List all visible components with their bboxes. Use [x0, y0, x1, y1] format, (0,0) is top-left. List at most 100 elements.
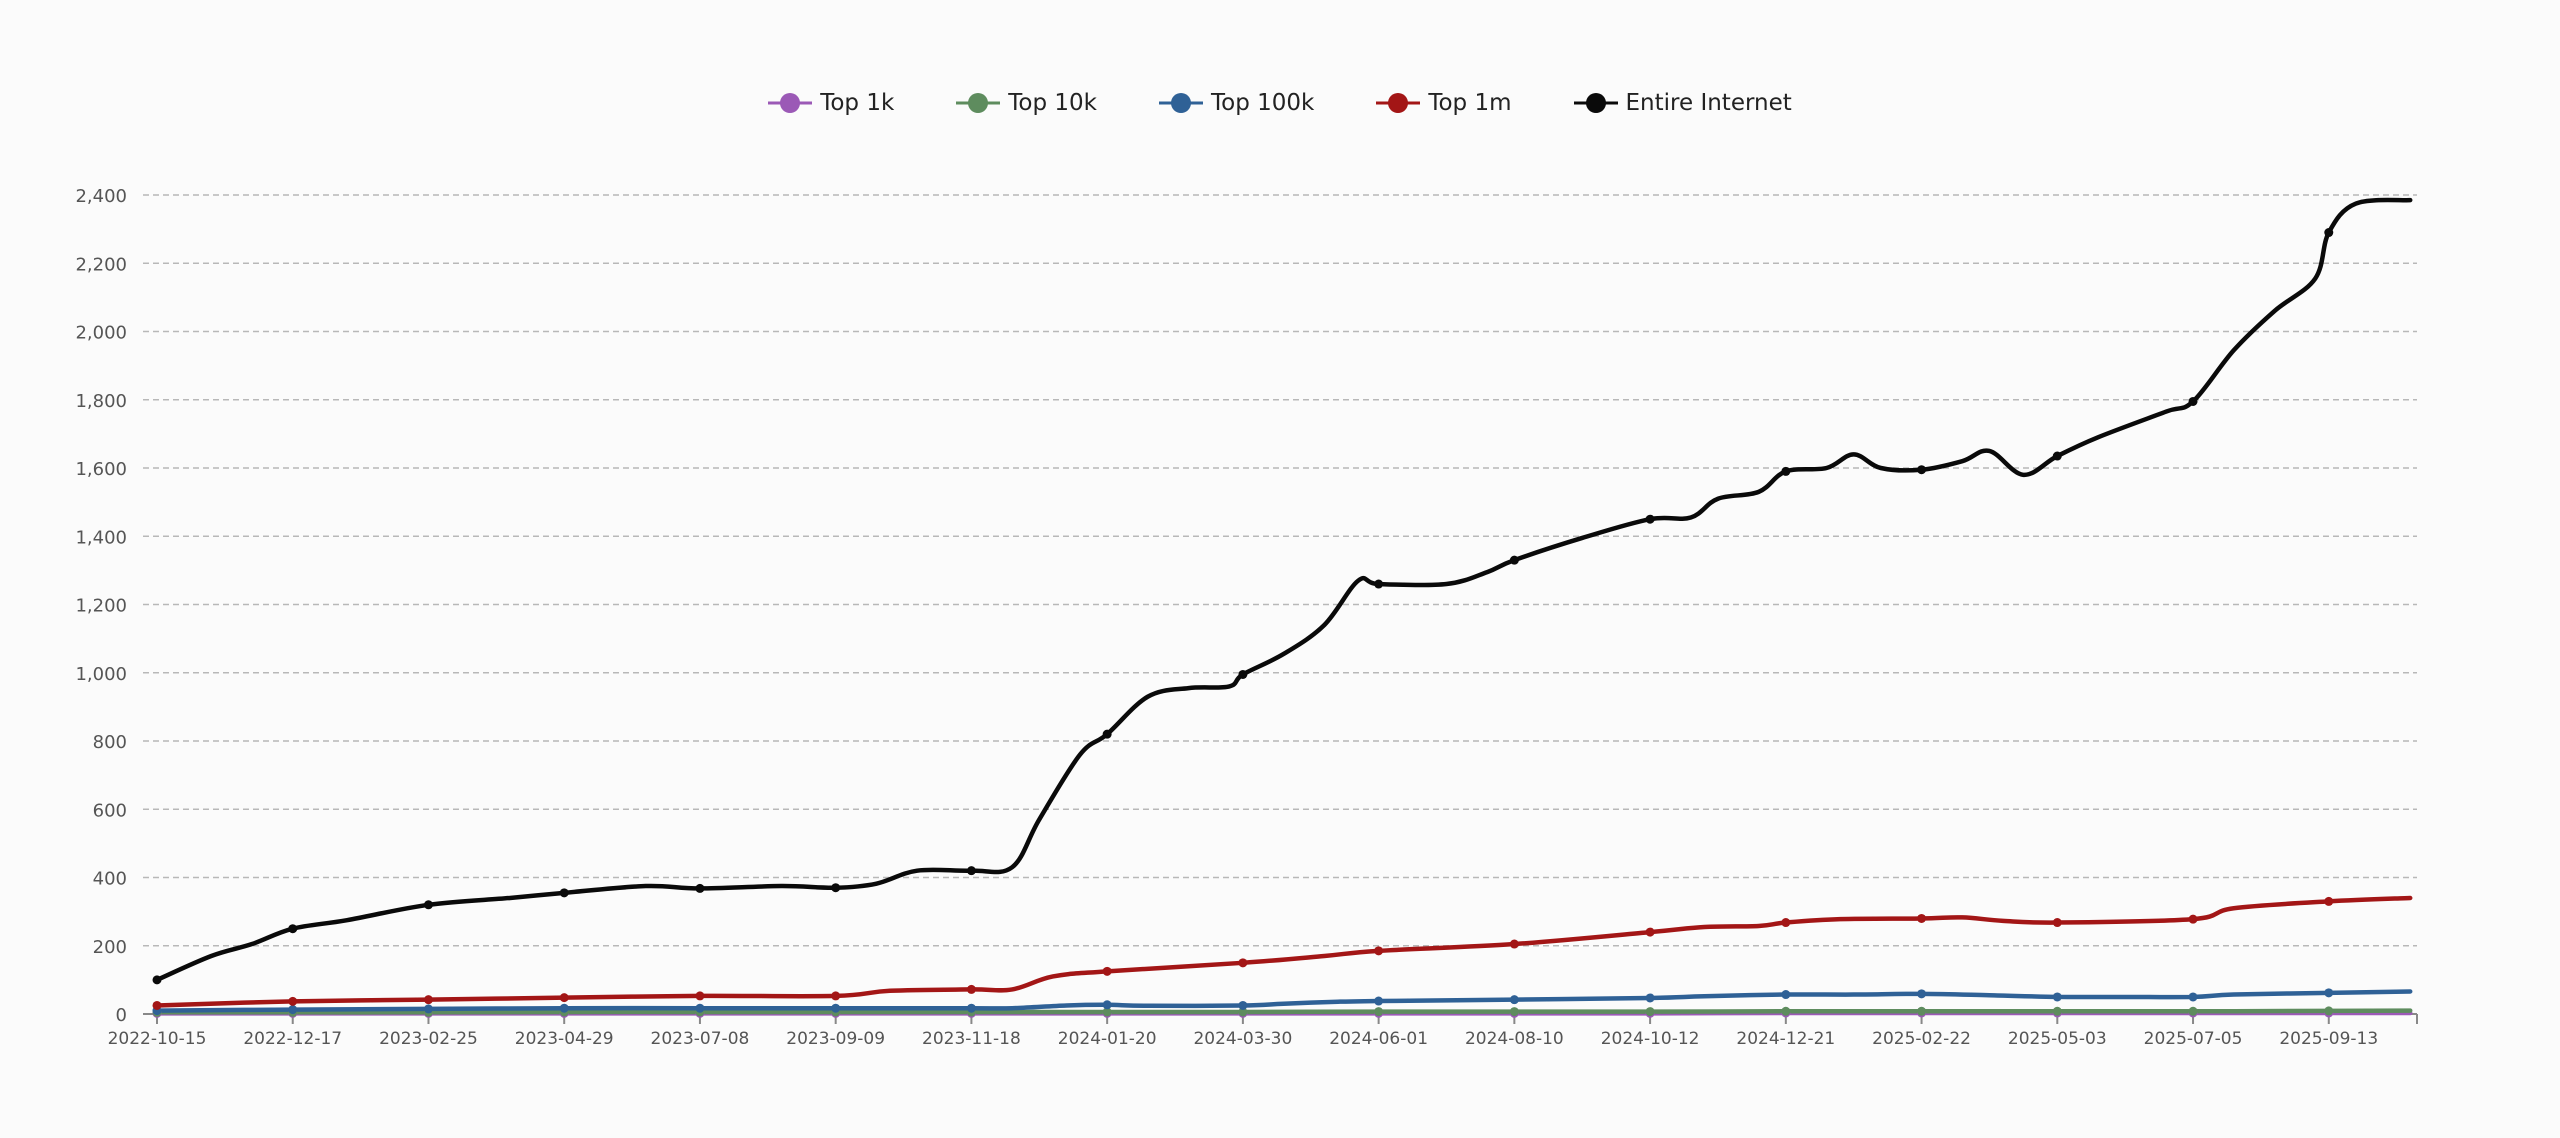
- data-point-top-100k[interactable]: [1238, 1000, 1248, 1010]
- x-tick-label: 2024-08-10: [1465, 1029, 1564, 1049]
- y-tick-label: 2,400: [75, 186, 127, 207]
- gridlines: [143, 194, 2417, 947]
- y-axis: 0 200 400 600 800 1,000 1,200 1,400 1,600 1,800 2,…: [75, 186, 127, 1026]
- y-tick-label: 2,200: [75, 254, 127, 275]
- data-point-top-100k[interactable]: [1509, 995, 1519, 1005]
- data-point-entire-internet[interactable]: [152, 975, 162, 985]
- data-point-entire-internet[interactable]: [966, 866, 976, 876]
- legend-marker-top-100k: [1159, 93, 1203, 113]
- data-point-entire-internet[interactable]: [559, 888, 569, 898]
- data-point-top-1m[interactable]: [152, 1000, 162, 1010]
- data-point-top-100k[interactable]: [288, 1005, 298, 1015]
- data-point-top-1m[interactable]: [423, 995, 433, 1005]
- series-line-top-1m: [154, 895, 2413, 1008]
- data-point-top-100k[interactable]: [2052, 992, 2062, 1002]
- legend-item-top-1m[interactable]: Top 1m: [1376, 90, 1512, 116]
- y-tick-label: 400: [93, 869, 127, 890]
- data-point-entire-internet[interactable]: [831, 883, 841, 893]
- y-tick-label: 2,000: [75, 323, 127, 344]
- series-line-top-100k: [154, 989, 2413, 1013]
- x-axis: 2022-10-15 2022-12-17 2023-02-25 2023-04-29…: [108, 1013, 2418, 1049]
- data-point-top-1m[interactable]: [1917, 913, 1927, 923]
- x-tick-label: 2023-04-29: [515, 1029, 614, 1049]
- data-point-top-10k[interactable]: [1645, 1007, 1655, 1017]
- data-point-top-1m[interactable]: [2052, 918, 2062, 928]
- data-point-entire-internet[interactable]: [2188, 396, 2198, 406]
- data-point-entire-internet[interactable]: [1781, 466, 1791, 476]
- data-point-top-10k[interactable]: [2052, 1006, 2062, 1016]
- data-point-top-1m[interactable]: [2324, 896, 2334, 906]
- x-tick-label: 2025-02-22: [1872, 1029, 1971, 1049]
- data-point-top-10k[interactable]: [1917, 1006, 1927, 1016]
- legend-item-top-1k[interactable]: Top 1k: [768, 90, 894, 116]
- y-tick-label: 1,400: [75, 527, 127, 548]
- data-point-top-100k[interactable]: [2324, 988, 2334, 998]
- data-point-top-100k[interactable]: [1102, 1000, 1112, 1010]
- x-tick-label: 2024-10-12: [1601, 1029, 1700, 1049]
- data-point-top-1m[interactable]: [695, 991, 705, 1001]
- data-point-entire-internet[interactable]: [695, 883, 705, 893]
- data-point-top-1m[interactable]: [1238, 958, 1248, 968]
- data-point-top-1m[interactable]: [966, 984, 976, 994]
- data-point-top-100k[interactable]: [1374, 996, 1384, 1006]
- data-point-entire-internet[interactable]: [1102, 729, 1112, 739]
- data-point-entire-internet[interactable]: [1509, 555, 1519, 565]
- legend-marker-top-1k: [768, 93, 813, 113]
- legend: Top 1k Top 10k Top 100k Top 1m: [0, 90, 2560, 116]
- data-point-top-1m[interactable]: [1102, 966, 1112, 976]
- legend-marker-entire-internet: [1573, 93, 1618, 113]
- data-point-top-10k[interactable]: [1238, 1007, 1248, 1017]
- data-point-entire-internet[interactable]: [2052, 451, 2062, 461]
- legend-item-top-10k[interactable]: Top 10k: [956, 90, 1097, 116]
- data-point-entire-internet[interactable]: [423, 900, 433, 910]
- data-point-top-10k[interactable]: [2188, 1006, 2198, 1016]
- data-point-top-1m[interactable]: [1374, 946, 1384, 956]
- data-point-entire-internet[interactable]: [1645, 514, 1655, 524]
- data-point-entire-internet[interactable]: [1238, 669, 1248, 679]
- data-point-top-1m[interactable]: [288, 996, 298, 1006]
- x-tick-label: 2025-09-13: [2279, 1029, 2378, 1049]
- data-point-entire-internet[interactable]: [288, 924, 298, 934]
- legend-label-entire-internet: Entire Internet: [1625, 90, 1792, 116]
- data-point-top-10k[interactable]: [1374, 1007, 1384, 1017]
- y-tick-label: 1,200: [75, 596, 127, 617]
- x-tick-label: 2022-10-15: [108, 1029, 207, 1049]
- data-point-top-1m[interactable]: [1509, 939, 1519, 949]
- legend-item-entire-internet[interactable]: Entire Internet: [1573, 90, 1792, 116]
- data-point-top-1m[interactable]: [2188, 914, 2198, 924]
- data-point-top-100k[interactable]: [1645, 993, 1655, 1003]
- x-tick-label: 2023-02-25: [379, 1029, 478, 1049]
- data-point-top-10k[interactable]: [2324, 1006, 2334, 1016]
- data-point-top-10k[interactable]: [1781, 1006, 1791, 1016]
- series-lines: [154, 197, 2413, 1016]
- legend-label-top-100k: Top 100k: [1211, 90, 1315, 116]
- legend-item-top-100k[interactable]: Top 100k: [1159, 90, 1314, 116]
- x-tick-label: 2022-12-17: [243, 1029, 342, 1049]
- y-tick-label: 600: [93, 800, 127, 821]
- data-point-top-100k[interactable]: [966, 1003, 976, 1013]
- data-point-top-10k[interactable]: [1102, 1007, 1112, 1017]
- data-point-top-1m[interactable]: [559, 993, 569, 1003]
- data-point-top-100k[interactable]: [559, 1003, 569, 1013]
- data-point-top-10k[interactable]: [1509, 1007, 1519, 1017]
- x-tick-label: 2023-07-08: [651, 1029, 750, 1049]
- data-point-top-1m[interactable]: [1781, 918, 1791, 928]
- data-point-top-100k[interactable]: [695, 1003, 705, 1013]
- y-tick-label: 800: [93, 732, 127, 753]
- data-point-entire-internet[interactable]: [1917, 465, 1927, 475]
- data-point-entire-internet[interactable]: [2324, 228, 2334, 238]
- y-tick-label: 1,600: [75, 459, 127, 480]
- data-point-entire-internet[interactable]: [1374, 579, 1384, 589]
- data-point-top-100k[interactable]: [1917, 989, 1927, 999]
- x-tick-label: 2024-06-01: [1329, 1029, 1428, 1049]
- x-tick-label: 2025-05-03: [2008, 1029, 2107, 1049]
- data-point-top-100k[interactable]: [423, 1004, 433, 1014]
- data-point-top-1m[interactable]: [1645, 927, 1655, 937]
- data-point-top-100k[interactable]: [1781, 990, 1791, 1000]
- data-point-top-100k[interactable]: [831, 1003, 841, 1013]
- x-tick-label: 2024-03-30: [1193, 1029, 1292, 1049]
- data-point-top-100k[interactable]: [2188, 992, 2198, 1002]
- data-point-top-1m[interactable]: [831, 991, 841, 1001]
